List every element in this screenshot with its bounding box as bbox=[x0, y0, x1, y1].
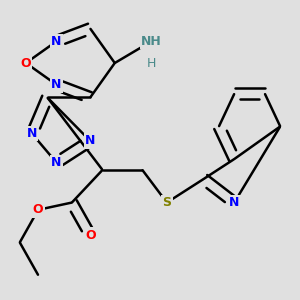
Text: N: N bbox=[27, 127, 37, 140]
Text: NH: NH bbox=[141, 35, 162, 48]
Text: O: O bbox=[21, 56, 31, 70]
Text: N: N bbox=[51, 156, 62, 169]
Text: O: O bbox=[33, 203, 44, 216]
Text: N: N bbox=[229, 196, 239, 209]
Text: S: S bbox=[162, 196, 171, 209]
Text: N: N bbox=[51, 78, 62, 91]
Text: N: N bbox=[85, 134, 95, 147]
Text: O: O bbox=[85, 229, 96, 242]
Text: N: N bbox=[51, 35, 62, 48]
Text: H: H bbox=[147, 56, 156, 70]
